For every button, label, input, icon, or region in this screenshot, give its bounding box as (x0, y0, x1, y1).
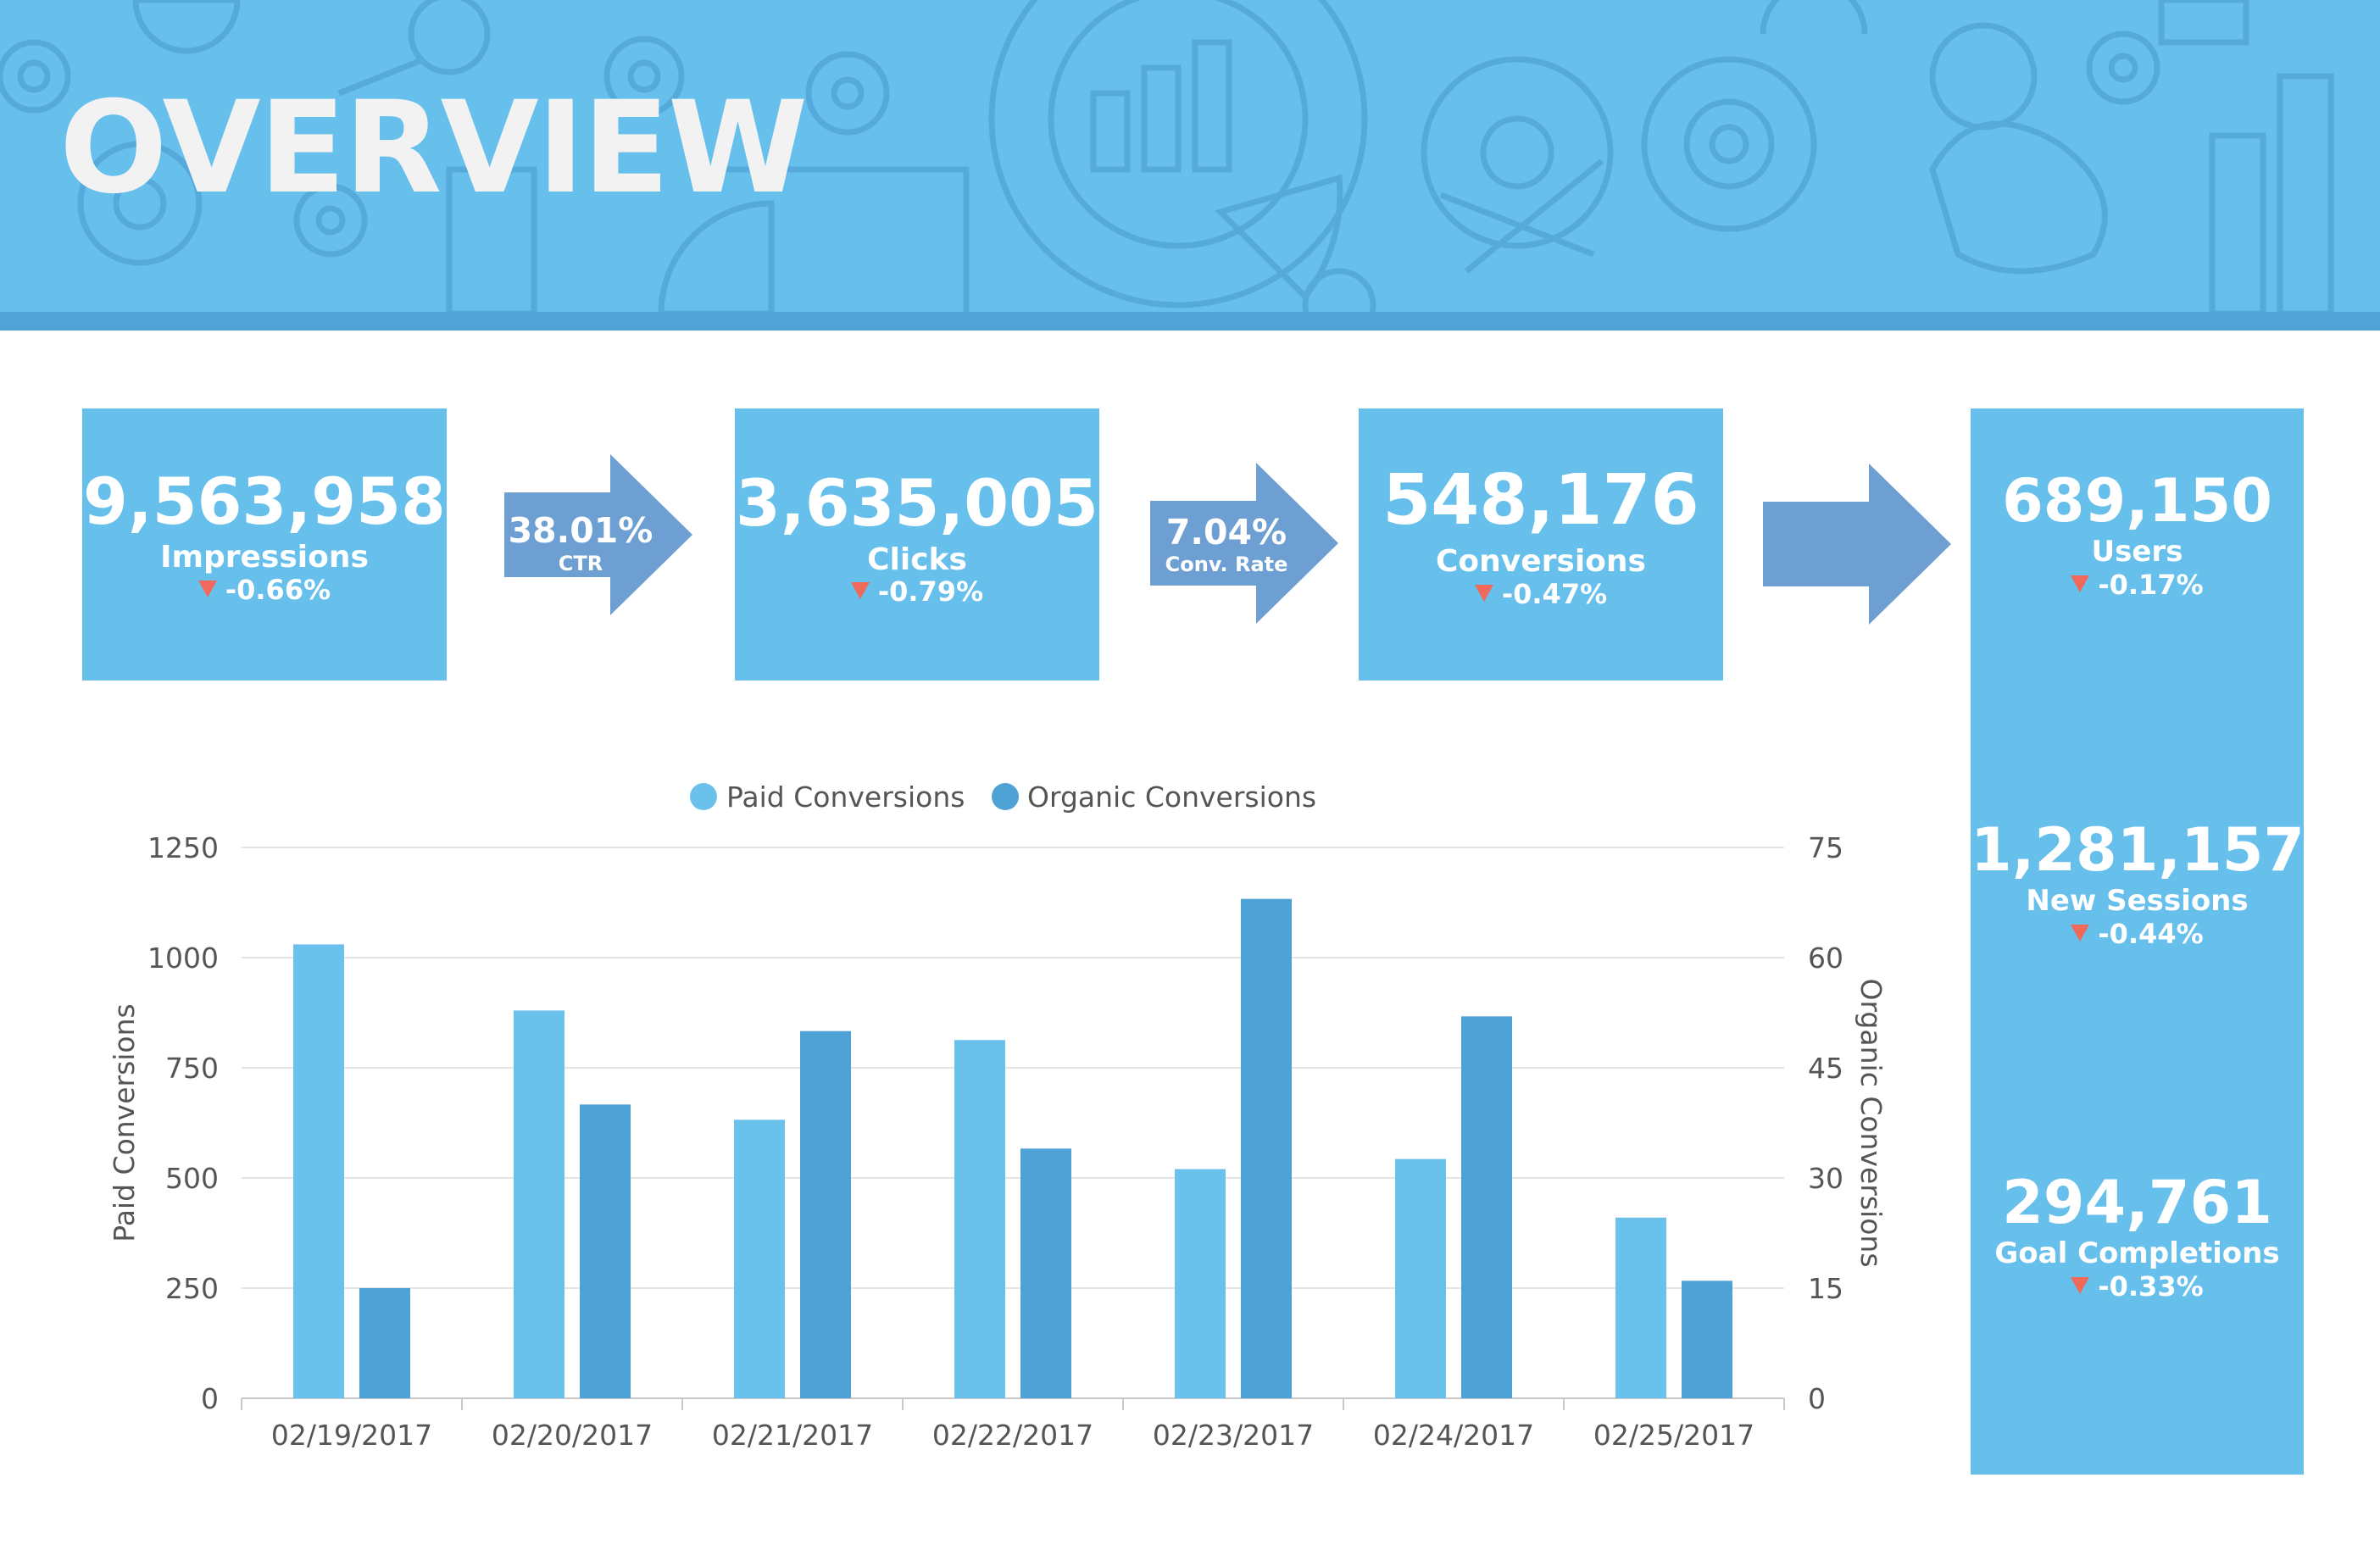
y2-tick-label: 15 (1808, 1272, 1843, 1305)
y-tick-label: 750 (165, 1052, 219, 1085)
bar-paid-conversions (1175, 1169, 1226, 1398)
bar-organic-conversions (1461, 1016, 1512, 1398)
bar-paid-conversions (954, 1040, 1005, 1398)
kpi-delta-value: -0.47% (1501, 578, 1608, 610)
arrow-shape (1763, 464, 1951, 625)
down-triangle-icon (2071, 925, 2090, 942)
down-triangle-icon (2071, 1277, 2090, 1294)
kpi-delta-users: -0.17% (1971, 571, 2304, 598)
rate-label: Conv. Rate (1165, 553, 1288, 576)
x-tick-label: 02/22/2017 (932, 1419, 1093, 1452)
kpi-value-new-sessions: 1,281,157 (1971, 815, 2305, 885)
kpi-label: Impressions (160, 540, 369, 575)
x-tick-label: 02/20/2017 (492, 1419, 653, 1452)
kpi-card-clicks: 3,635,005 Clicks -0.79% (735, 408, 1099, 681)
banner-bottom-strip (0, 312, 2380, 331)
rate-value: 38.01% (508, 510, 653, 551)
x-tick-label: 02/19/2017 (271, 1419, 432, 1452)
bar-organic-conversions (359, 1288, 410, 1398)
bar-organic-conversions (1682, 1280, 1732, 1398)
bar-organic-conversions (800, 1030, 851, 1398)
y-tick-label: 1000 (147, 942, 219, 975)
kpi-delta: -0.66% (82, 576, 447, 603)
down-triangle-icon (850, 582, 870, 599)
y-tick-label: 250 (165, 1272, 219, 1305)
banner-background-pattern (0, 0, 2334, 331)
header-banner: OVERVIEW (0, 0, 2380, 331)
kpi-delta-value: -0.33% (2098, 1270, 2204, 1303)
kpi-value-users: 689,150 (2002, 466, 2272, 536)
legend-label-paid: Paid Conversions (726, 780, 965, 814)
y-tick-label: 1250 (147, 831, 219, 864)
kpi-delta-value: -0.79% (877, 575, 984, 608)
bar-paid-conversions (1395, 1158, 1446, 1398)
kpi-delta-value: -0.66% (225, 574, 331, 606)
y2-axis-title: Organic Conversions (1855, 978, 1888, 1267)
kpi-card-impressions: 9,563,958 Impressions -0.66% (82, 408, 447, 681)
rate-value: 7.04% (1165, 512, 1287, 553)
y2-tick-label: 45 (1808, 1052, 1843, 1085)
down-triangle-icon (197, 581, 217, 597)
y-axis-title: Paid Conversions (108, 1003, 141, 1242)
bar-paid-conversions (734, 1119, 785, 1398)
down-triangle-icon (2071, 575, 2090, 592)
kpi-card-conversions: 548,176 Conversions -0.47% (1359, 408, 1723, 681)
bar-paid-conversions (293, 944, 344, 1398)
kpi-label: Conversions (1436, 544, 1646, 579)
kpi-label-goal-completions: Goal Completions (1994, 1236, 2280, 1270)
arrow-to-users (1763, 464, 1951, 625)
legend-swatch-organic (992, 783, 1019, 810)
kpi-value: 548,176 (1382, 460, 1699, 541)
kpi-label: Clicks (867, 542, 967, 577)
x-tick-label: 02/21/2017 (712, 1419, 873, 1452)
x-tick-label: 02/25/2017 (1593, 1419, 1754, 1452)
kpi-value: 9,563,958 (83, 464, 446, 539)
legend-label-organic: Organic Conversions (1027, 780, 1316, 814)
y2-tick-label: 60 (1808, 942, 1843, 975)
down-triangle-icon (1474, 585, 1493, 602)
kpi-value-goal-completions: 294,761 (2002, 1168, 2272, 1237)
arrow-ctr: 38.01% CTR (504, 454, 692, 615)
bar-organic-conversions (580, 1104, 631, 1398)
bar-organic-conversions (1241, 898, 1292, 1398)
y-tick-label: 500 (165, 1162, 219, 1195)
arrow-shape (1150, 463, 1338, 624)
x-tick-label: 02/24/2017 (1373, 1419, 1534, 1452)
kpi-delta-value: -0.44% (2098, 918, 2204, 950)
bar-paid-conversions (514, 1010, 564, 1398)
side-panel: 689,150 Users -0.17% 1,281,157 New Sessi… (1971, 408, 2305, 1475)
bar-paid-conversions (1615, 1217, 1666, 1398)
chart-canvas: 0 250 500 750 1000 1250 0 15 30 45 60 75 02/19/2017 0… (108, 780, 1888, 1452)
y2-tick-label: 30 (1808, 1162, 1843, 1195)
x-tick-label: 02/23/2017 (1153, 1419, 1314, 1452)
kpi-delta-goal-completions: -0.33% (1971, 1273, 2304, 1300)
kpi-value: 3,635,005 (736, 465, 1098, 541)
kpi-delta-new-sessions: -0.44% (1971, 920, 2304, 947)
kpi-delta: -0.47% (1359, 581, 1723, 608)
kpi-delta-value: -0.17% (2098, 569, 2204, 601)
y-tick-label: 0 (201, 1382, 219, 1415)
kpi-label-users: Users (2091, 535, 2183, 569)
bar-organic-conversions (1020, 1148, 1071, 1398)
arrow-conv-rate: 7.04% Conv. Rate (1150, 463, 1338, 624)
conversions-chart: 0 250 500 750 1000 1250 0 15 30 45 60 75 02/19/2017 0… (0, 746, 1949, 1475)
rate-label: CTR (558, 552, 603, 575)
page-title: OVERVIEW (59, 75, 808, 222)
y2-tick-label: 75 (1808, 831, 1843, 864)
kpi-label-new-sessions: New Sessions (2026, 884, 2249, 918)
arrow-shape (504, 454, 692, 615)
kpi-delta: -0.79% (735, 578, 1099, 605)
legend-swatch-paid (690, 783, 717, 810)
y2-tick-label: 0 (1808, 1382, 1826, 1415)
